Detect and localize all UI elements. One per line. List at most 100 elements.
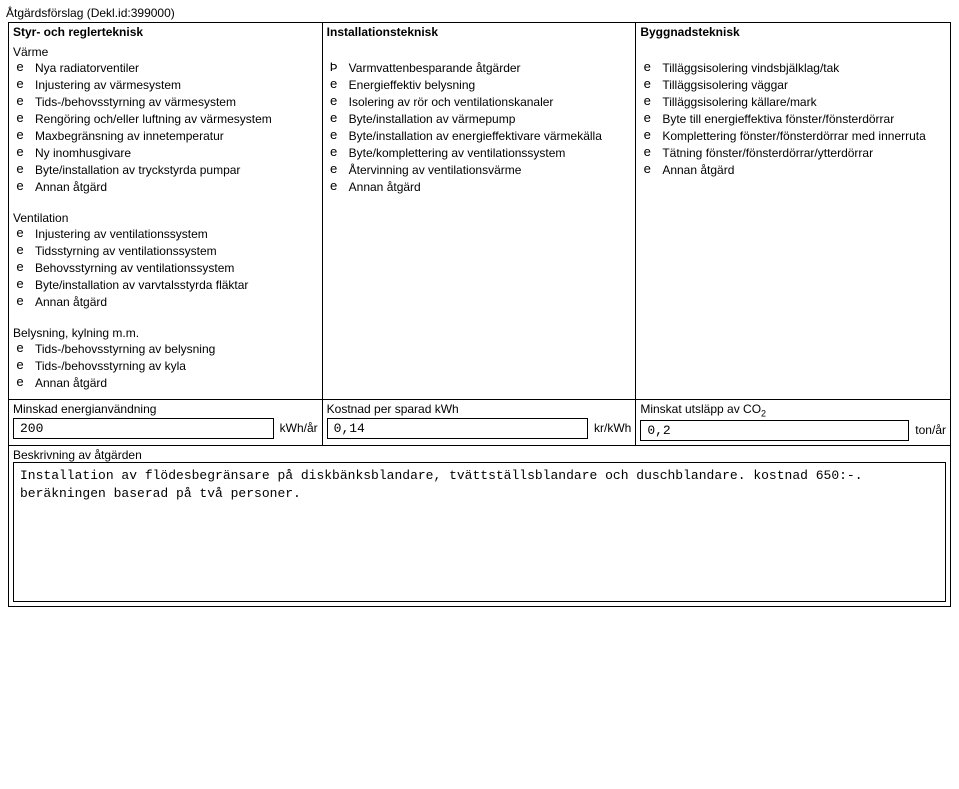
item-label: Nya radiatorventiler — [35, 61, 139, 76]
radio-icon[interactable]: e — [13, 342, 27, 356]
radio-icon[interactable]: e — [13, 261, 27, 275]
list-item: e Rengöring och/eller luftning av värmesy… — [13, 112, 318, 127]
list-item: e Injustering av ventilationssystem — [13, 227, 318, 242]
item-label: Tilläggsisolering väggar — [662, 78, 788, 93]
metric-co2-value[interactable]: 0,2 — [640, 420, 909, 441]
item-label: Varmvattenbesparande åtgärder — [349, 61, 521, 76]
section-ventilation-title: Ventilation — [13, 211, 318, 225]
metric-cost-unit: kr/kWh — [594, 421, 631, 435]
col3-header: Byggnadsteknisk — [640, 25, 946, 39]
item-label: Byte till energieffektiva fönster/fönste… — [662, 112, 894, 127]
item-label: Ny inomhusgivare — [35, 146, 131, 161]
list-item: e Byte till energieffektiva fönster/fönst… — [640, 112, 946, 127]
radio-icon[interactable]: e — [640, 146, 654, 160]
radio-icon[interactable]: e — [13, 227, 27, 241]
metrics-row: Minskad energianvändning 200 kWh/år Kost… — [8, 400, 951, 446]
list-item: eAnnan åtgärd — [13, 180, 318, 195]
item-label: Isolering av rör och ventilationskanaler — [349, 95, 554, 110]
list-item: e Ny inomhusgivare — [13, 146, 318, 161]
list-item: e Byte/installation av varvtalsstyrda flä… — [13, 278, 318, 293]
metric-cost: Kostnad per sparad kWh 0,14 kr/kWh — [323, 400, 637, 445]
radio-icon[interactable]: e — [327, 163, 341, 177]
metric-cost-value[interactable]: 0,14 — [327, 418, 588, 439]
section-belysning-items: e Tids-/behovsstyrning av belysning e Tids… — [13, 342, 318, 391]
item-label: Tidsstyrning av ventilationssystem — [35, 244, 217, 259]
radio-icon[interactable]: e — [13, 244, 27, 258]
item-label: Byte/installation av tryckstyrda pumpar — [35, 163, 240, 178]
radio-icon[interactable]: e — [13, 95, 27, 109]
col-installation: Installationsteknisk Þ Varmvattenbesparan… — [323, 23, 637, 399]
list-item: e Tätning fönster/fönsterdörrar/ytterdörr… — [640, 146, 946, 161]
list-item: e Energieffektiv belysning — [327, 78, 632, 93]
radio-icon[interactable]: e — [640, 78, 654, 92]
col2-header: Installationsteknisk — [327, 25, 632, 39]
item-label: Maxbegränsning av innetemperatur — [35, 129, 224, 144]
description-text[interactable]: Installation av flödesbegränsare på disk… — [13, 462, 946, 602]
radio-icon[interactable]: e — [13, 295, 27, 309]
list-item: e Annan åtgärd — [13, 376, 318, 391]
item-label: Annan åtgärd — [349, 180, 421, 195]
radio-icon[interactable]: e — [327, 78, 341, 92]
item-label: Tilläggsisolering källare/mark — [662, 95, 816, 110]
item-label: Komplettering fönster/fönsterdörrar med … — [662, 129, 925, 144]
list-item: Þ Varmvattenbesparande åtgärder — [327, 61, 632, 76]
list-item: e Tids-/behovsstyrning av belysning — [13, 342, 318, 357]
list-item: e Byte/installation av energieffektivare … — [327, 129, 632, 144]
radio-icon[interactable]: e — [640, 163, 654, 177]
page-header: Åtgärdsförslag (Dekl.id:399000) — [6, 6, 953, 20]
radio-icon[interactable]: e — [327, 180, 341, 194]
list-item: e Annan åtgärd — [640, 163, 946, 178]
col-byggnad: Byggnadsteknisk eTilläggsisolering vinds… — [636, 23, 950, 399]
radio-icon[interactable]: e — [640, 95, 654, 109]
list-item: e Byte/installation av tryckstyrda pumpar — [13, 163, 318, 178]
metric-co2-title: Minskat utsläpp av CO2 — [640, 402, 946, 418]
section-belysning-title: Belysning, kylning m.m. — [13, 326, 318, 340]
radio-icon[interactable]: e — [327, 129, 341, 143]
list-item: e Återvinning av ventilationsvärme — [327, 163, 632, 178]
item-label: Byte/installation av varvtalsstyrda fläk… — [35, 278, 248, 293]
item-label: Behovsstyrning av ventilationssystem — [35, 261, 234, 276]
item-label: Annan åtgärd — [35, 376, 107, 391]
radio-icon[interactable]: e — [13, 78, 27, 92]
page-title: Åtgärdsförslag (Dekl.id:399000) — [6, 6, 175, 20]
radio-icon[interactable]: e — [327, 112, 341, 126]
radio-icon[interactable]: e — [640, 129, 654, 143]
item-label: Tätning fönster/fönsterdörrar/ytterdörra… — [662, 146, 873, 161]
item-label: Byte/installation av energieffektivare v… — [349, 129, 602, 144]
col-styr: Styr- och reglerteknisk Värme eNya radia… — [9, 23, 323, 399]
list-item: eAnnan åtgärd — [13, 295, 318, 310]
list-item: e Maxbegränsning av innetemperatur — [13, 129, 318, 144]
item-label: Byte/installation av värmepump — [349, 112, 516, 127]
item-label: Energieffektiv belysning — [349, 78, 476, 93]
section-varme-items: eNya radiatorventiler eInjustering av vä… — [13, 61, 318, 195]
metric-cost-title: Kostnad per sparad kWh — [327, 402, 632, 416]
item-label: Rengöring och/eller luftning av värmesys… — [35, 112, 272, 127]
list-item: eByte/komplettering av ventilationssyste… — [327, 146, 632, 161]
metric-energy-value[interactable]: 200 — [13, 418, 274, 439]
radio-icon[interactable]: e — [13, 112, 27, 126]
radio-icon[interactable]: e — [13, 129, 27, 143]
metric-co2: Minskat utsläpp av CO2 0,2 ton/år — [636, 400, 950, 445]
radio-icon[interactable]: Þ — [327, 61, 341, 75]
radio-icon[interactable]: e — [13, 359, 27, 373]
section-ventilation-items: e Injustering av ventilationssystem e Tids… — [13, 227, 318, 310]
item-label: Annan åtgärd — [662, 163, 734, 178]
list-item: e Nya radiatorventiler — [13, 61, 318, 76]
list-item: e Isolering av rör och ventilationskanale… — [327, 95, 632, 110]
radio-icon[interactable]: e — [13, 376, 27, 390]
radio-icon[interactable]: e — [327, 95, 341, 109]
radio-icon[interactable]: e — [640, 112, 654, 126]
item-label: Tids-/behovsstyrning av värmesystem — [35, 95, 236, 110]
item-label: Tids-/behovsstyrning av belysning — [35, 342, 215, 357]
list-item: e Annan åtgärd — [327, 180, 632, 195]
radio-icon[interactable]: e — [13, 163, 27, 177]
radio-icon[interactable]: e — [13, 180, 27, 194]
radio-icon[interactable]: e — [13, 278, 27, 292]
metric-energy-unit: kWh/år — [280, 421, 318, 435]
item-label: Injustering av ventilationssystem — [35, 227, 208, 242]
radio-icon[interactable]: e — [327, 146, 341, 160]
radio-icon[interactable]: e — [13, 146, 27, 160]
radio-icon[interactable]: e — [640, 61, 654, 75]
item-label: Återvinning av ventilationsvärme — [349, 163, 522, 178]
radio-icon[interactable]: e — [13, 61, 27, 75]
